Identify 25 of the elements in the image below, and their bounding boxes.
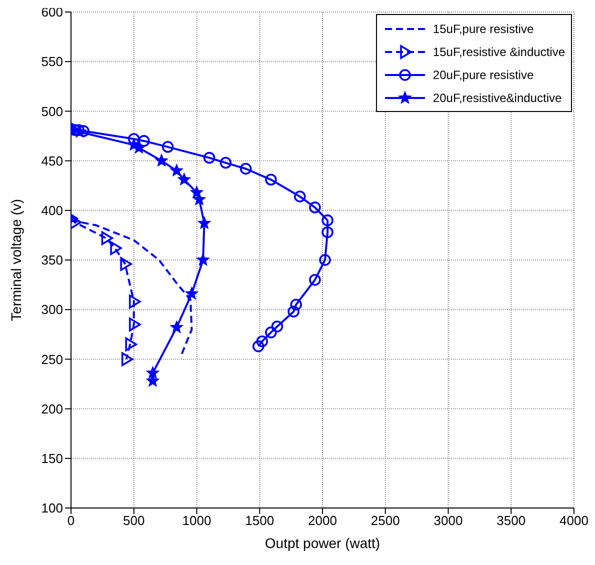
x-tick-label: 4000	[560, 513, 588, 528]
y-tick-label: 450	[41, 153, 63, 168]
y-tick-label: 550	[41, 54, 63, 70]
y-tick-label: 200	[41, 401, 63, 416]
y-tick-label: 500	[41, 104, 63, 119]
y-tick-label: 300	[41, 302, 63, 318]
y-tick-label: 150	[41, 451, 63, 466]
legend-label: 20uF,resistive&inductive	[432, 90, 562, 104]
x-tick-label: 500	[123, 513, 145, 528]
x-tick-label: 3500	[496, 513, 526, 528]
x-tick-label: 2500	[370, 513, 400, 528]
x-axis-title: Outpt power (watt)	[264, 535, 380, 551]
y-tick-label: 350	[41, 252, 63, 268]
legend-label: 15uF,pure resistive	[432, 22, 534, 36]
x-tick-label: 2000	[308, 513, 337, 528]
x-tick-label: 3000	[434, 513, 463, 528]
y-tick-label: 400	[41, 203, 63, 218]
y-axis-title: Terminal voltage (v)	[8, 198, 24, 322]
legend-label: 20uF,pure resistive	[432, 68, 534, 82]
y-tick-label: 100	[41, 500, 63, 516]
legend-label: 15uF,resistive &inductive	[432, 44, 565, 58]
x-tick-label: 0	[67, 513, 75, 528]
x-tick-label: 1500	[245, 513, 274, 528]
x-tick-label: 1000	[182, 513, 212, 528]
y-tick-label: 250	[41, 352, 63, 367]
